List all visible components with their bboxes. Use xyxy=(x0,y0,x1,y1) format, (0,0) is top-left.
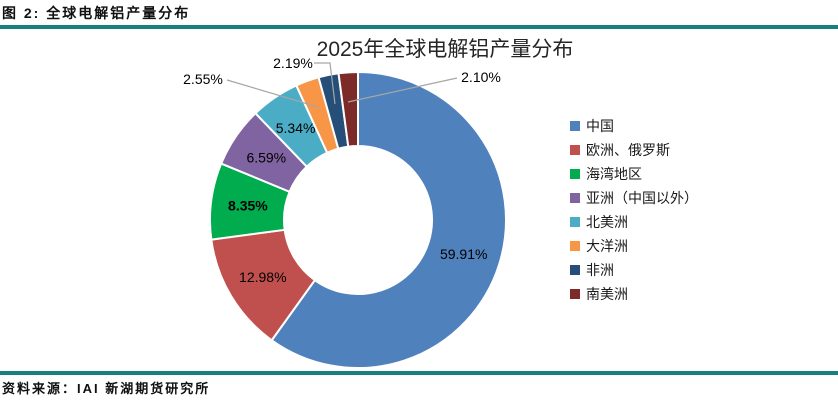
slice-label: 6.59% xyxy=(246,150,286,166)
legend-item: 欧洲、俄罗斯 xyxy=(570,142,698,158)
slice-label: 8.35% xyxy=(228,198,268,214)
legend-item: 海湾地区 xyxy=(570,166,698,182)
leader-line xyxy=(347,77,458,103)
legend-label: 欧洲、俄罗斯 xyxy=(586,142,670,158)
chart-title: 2025年全球电解铝产量分布 xyxy=(316,38,574,61)
leader-line xyxy=(314,62,336,105)
legend-item: 亚洲（中国以外） xyxy=(570,190,698,206)
legend-item: 北美洲 xyxy=(570,214,698,230)
pie-slice-1 xyxy=(270,70,507,369)
slice-label: 2.55% xyxy=(183,71,223,87)
legend-swatch xyxy=(570,265,580,275)
legend-swatch xyxy=(570,241,580,251)
slice-label: 12.98% xyxy=(239,269,286,285)
legend-swatch xyxy=(570,169,580,179)
legend-label: 中国 xyxy=(586,118,614,134)
legend-item: 大洋洲 xyxy=(570,238,698,254)
legend-swatch xyxy=(570,145,580,155)
source-text: 资料来源：IAI 新湖期货研究所 xyxy=(2,381,211,396)
legend-item: 中国 xyxy=(570,118,698,134)
legend-label: 亚洲（中国以外） xyxy=(586,190,698,206)
legend-label: 非洲 xyxy=(586,262,614,278)
slice-label: 5.34% xyxy=(276,120,316,136)
legend-label: 北美洲 xyxy=(586,214,628,230)
legend-label: 海湾地区 xyxy=(586,166,642,182)
legend-swatch xyxy=(570,289,580,299)
figure-header: 图 2: 全球电解铝产量分布 xyxy=(2,3,190,23)
pie-slice-8 xyxy=(337,70,359,148)
slice-label: 59.91% xyxy=(440,246,487,262)
header-divider xyxy=(0,25,838,29)
legend-label: 大洋洲 xyxy=(586,238,628,254)
leader-line xyxy=(226,79,319,108)
slice-label: 2.19% xyxy=(273,55,313,71)
legend-swatch xyxy=(570,217,580,227)
source-line: 资料来源：IAI 新湖期货研究所 xyxy=(2,378,210,397)
legend-label: 南美洲 xyxy=(586,286,628,302)
slice-label: 2.10% xyxy=(461,69,501,85)
legend-item: 南美洲 xyxy=(570,286,698,302)
footer-divider xyxy=(0,371,838,375)
legend-swatch xyxy=(570,193,580,203)
legend-item: 非洲 xyxy=(570,262,698,278)
legend: 中国欧洲、俄罗斯 海湾地区亚洲（中国以外） 北美洲大洋洲非洲南美洲 xyxy=(570,118,698,310)
figure-title: 图 2: 全球电解铝产量分布 xyxy=(2,5,191,21)
legend-swatch xyxy=(570,121,580,131)
